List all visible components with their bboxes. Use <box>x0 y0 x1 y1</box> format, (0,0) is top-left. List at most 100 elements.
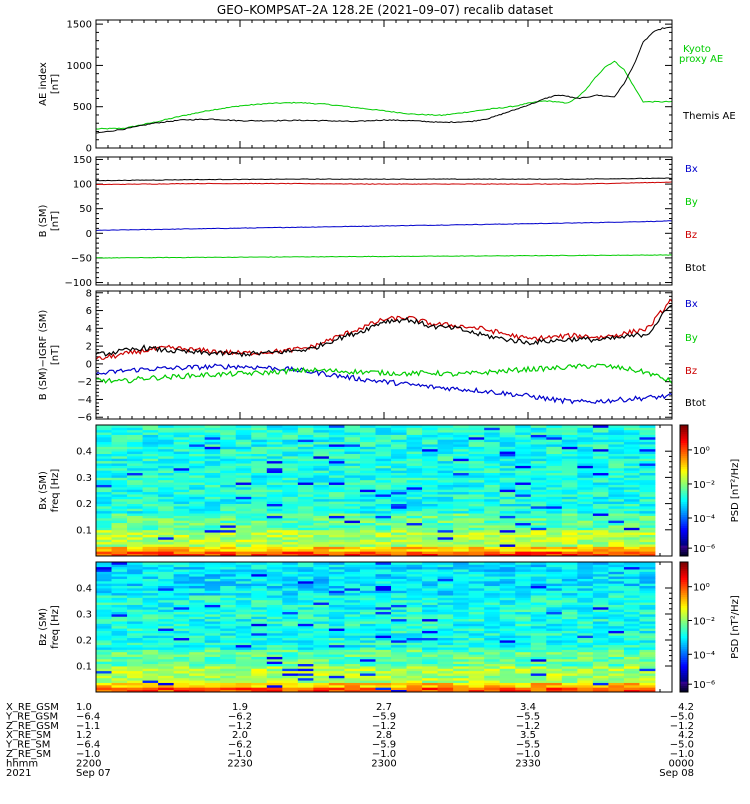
spectrogram-cell <box>297 544 314 547</box>
spectrogram-cell <box>391 536 407 540</box>
spectrogram-cell <box>220 520 237 524</box>
spectrogram-cell <box>173 532 190 535</box>
spectrogram-cell <box>235 432 252 435</box>
spectrogram-cell <box>328 687 345 691</box>
spectrogram-cell <box>406 630 423 634</box>
spectrogram-cell <box>158 637 175 641</box>
spectrogram-cell <box>96 475 112 478</box>
spectrogram-cell <box>639 625 656 629</box>
spectrogram-cell <box>499 477 516 481</box>
spectrogram-cell <box>592 661 609 665</box>
spectrogram-cell <box>142 534 159 538</box>
spectrogram-cell <box>127 553 143 557</box>
spectrogram-cell <box>173 520 190 524</box>
spectrogram-cell <box>266 541 283 545</box>
spectrogram-cell <box>499 465 516 469</box>
series-bz <box>95 298 673 360</box>
spectrogram-cell <box>546 682 563 686</box>
spectrogram-cell <box>453 544 470 547</box>
spectrogram-cell <box>220 470 237 474</box>
spectrogram-cell <box>422 472 439 476</box>
spectrogram-cell <box>282 467 299 471</box>
spectrogram-cell <box>453 429 470 433</box>
spectrogram-cell <box>282 486 299 490</box>
spectrogram-cell <box>204 455 221 459</box>
spectrogram-cell <box>468 439 485 443</box>
plot-frame <box>95 156 673 286</box>
spectrogram-cell <box>468 673 485 676</box>
spectrogram-cell <box>453 425 470 428</box>
spectrogram-cell <box>111 618 128 622</box>
spectrogram-cell <box>359 687 376 691</box>
spectrogram-cell <box>204 680 221 683</box>
spectrogram-cell <box>297 583 314 587</box>
spectrogram-cell <box>344 649 361 653</box>
spectrogram-cell <box>546 460 563 464</box>
spectrogram-cell <box>499 618 516 622</box>
spectrogram-cell <box>158 566 175 570</box>
spectrogram-cell <box>282 595 299 598</box>
spectrogram-cell <box>220 661 237 665</box>
spectrogram-cell <box>127 489 143 493</box>
spectrogram-cell <box>158 517 175 521</box>
spectrogram-cell <box>158 479 175 483</box>
spectrogram-cell <box>142 446 159 450</box>
spectrogram-cell <box>546 687 563 691</box>
spectrogram-cell <box>220 458 237 462</box>
spectrogram-cell <box>577 427 594 431</box>
spectrogram-cell <box>639 432 656 435</box>
spectrogram-cell <box>453 649 470 653</box>
spectrogram-cell <box>282 684 299 688</box>
spectrogram-cell <box>608 532 625 535</box>
spectrogram-cell <box>453 529 470 533</box>
y-tick-label: −2 <box>77 377 92 388</box>
spectrogram-cell <box>96 534 112 538</box>
spectrogram-cell <box>437 479 454 483</box>
spectrogram-cell <box>639 496 656 500</box>
spectrogram-cell <box>422 515 439 519</box>
spectrogram-cell <box>639 580 656 584</box>
spectrogram-cell <box>344 661 361 665</box>
spectrogram-cell <box>592 491 609 495</box>
spectrogram-cell <box>297 505 314 509</box>
spectrogram-cell <box>623 580 640 584</box>
spectrogram-cell <box>608 505 625 509</box>
spectrogram-cell <box>375 602 392 605</box>
spectrogram-cell <box>328 427 345 431</box>
spectrogram-cell <box>359 621 376 624</box>
spectrogram-cell <box>608 434 625 438</box>
spectrogram-cell <box>96 444 112 447</box>
spectrogram-cell <box>328 592 345 596</box>
spectrogram-cell <box>96 687 112 691</box>
spectrogram-cell <box>375 475 392 478</box>
spectrogram-cell <box>453 573 470 577</box>
spectrogram-cell <box>328 651 345 655</box>
spectrogram-cell <box>577 429 594 433</box>
spectrogram-cell <box>266 611 283 615</box>
spectrogram-cell <box>391 467 407 471</box>
spectrogram-cell <box>220 448 237 452</box>
spectrogram-cell <box>328 460 345 464</box>
spectrogram-cell <box>468 592 485 596</box>
spectrogram-cell <box>468 451 485 454</box>
spectrogram-cell <box>406 668 423 672</box>
spectrogram-cell <box>406 529 423 533</box>
spectrogram-cell <box>592 525 609 528</box>
spectrogram-cell <box>530 525 547 528</box>
x-table-value: 2230 <box>227 758 252 769</box>
spectrogram-cell <box>282 677 299 681</box>
spectrogram-cell <box>96 536 112 540</box>
spectrogram-cell <box>484 621 501 624</box>
spectrogram-cell <box>158 527 175 531</box>
spectrogram-cell <box>328 597 345 601</box>
spectrogram-cell <box>515 546 532 550</box>
spectrogram-cell <box>577 460 594 464</box>
spectrogram-cell <box>391 611 407 615</box>
colorbar-step <box>680 620 688 624</box>
spectrogram-cell <box>406 515 423 519</box>
spectrogram-cell <box>158 439 175 443</box>
spectrogram-cell <box>328 675 345 679</box>
spectrogram-cell <box>313 482 330 485</box>
spectrogram-cell <box>592 687 609 691</box>
spectrogram-cell <box>297 647 314 650</box>
